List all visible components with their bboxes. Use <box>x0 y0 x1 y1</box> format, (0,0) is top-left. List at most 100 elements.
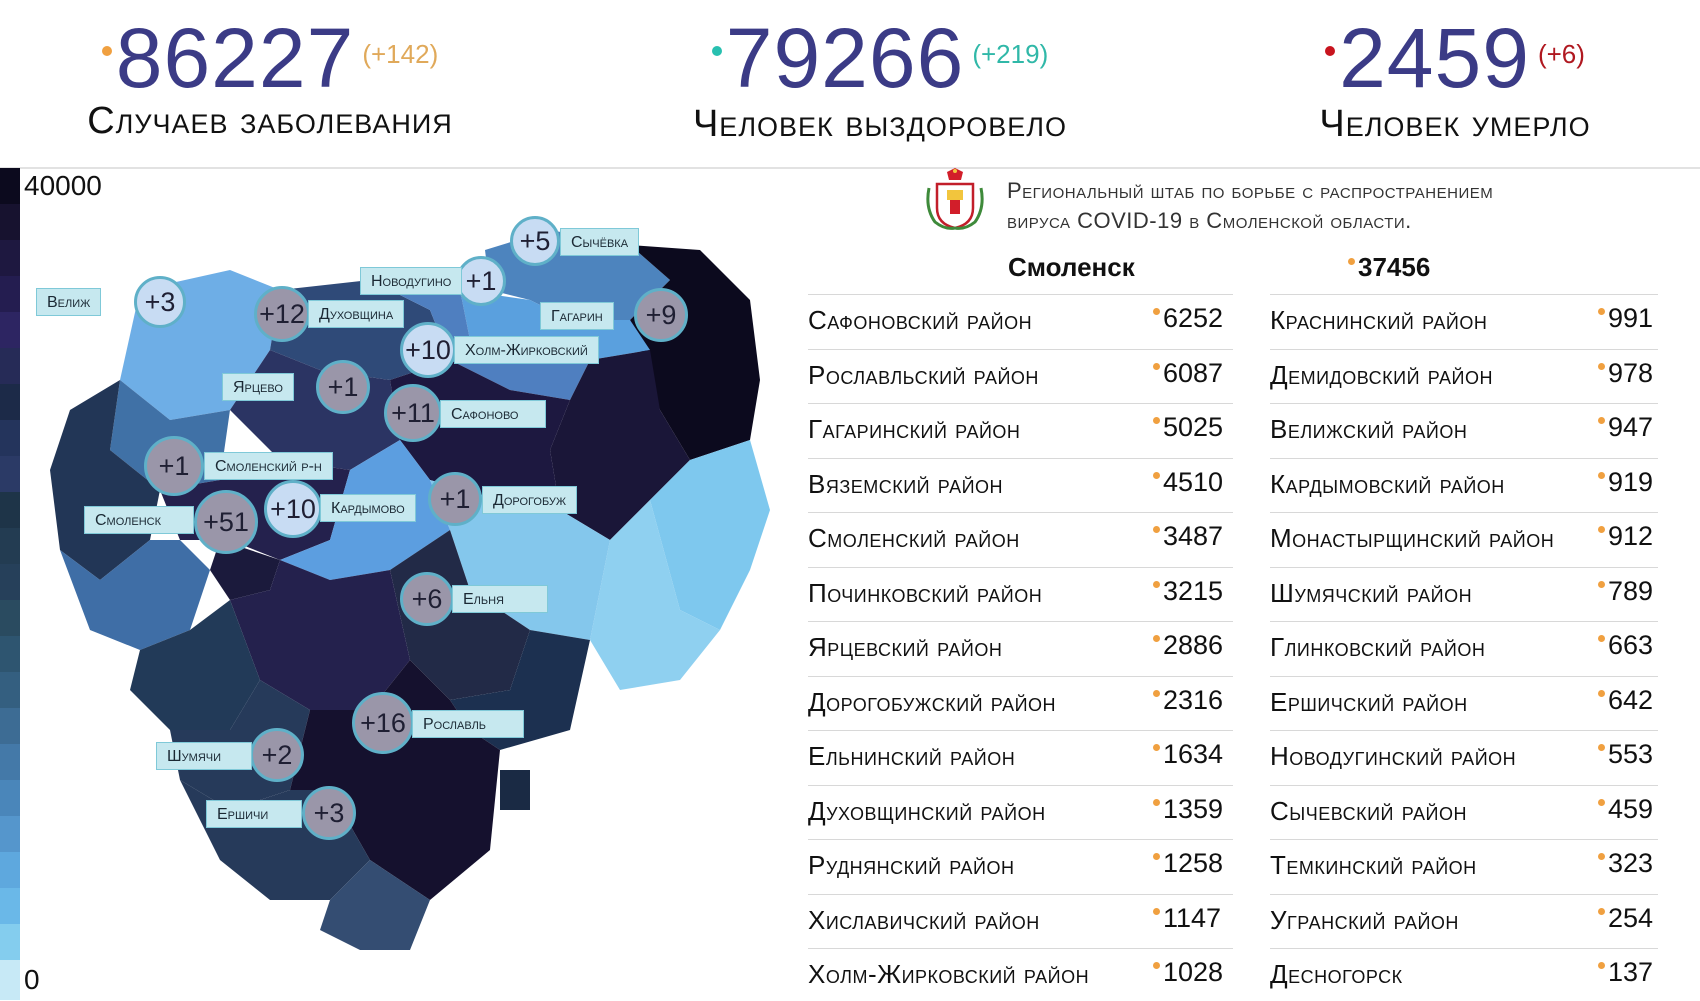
table-row: Десногорск 137 <box>1270 948 1658 1001</box>
district-yershichi <box>320 860 430 950</box>
cases-dot-icon <box>101 45 112 56</box>
district-value-text: 991 <box>1608 303 1654 333</box>
map-bubble-yelnya: +6 <box>400 572 454 626</box>
table-row: Ельнинский район 1634 <box>808 730 1233 783</box>
district-value: 1028 <box>1153 957 1223 988</box>
stat-deaths: 2459 (+6) Человек умерло <box>1240 0 1670 160</box>
district-name: Десногорск <box>1270 959 1403 989</box>
map-bubble-kholm: +10 <box>400 322 456 378</box>
district-value-text: 789 <box>1608 575 1654 606</box>
district-value-text: 4510 <box>1163 466 1224 497</box>
city-value: 37456 <box>1358 252 1431 282</box>
map-bubble-kardymovo: +10 <box>264 480 322 538</box>
bullet-dot-icon <box>1598 308 1605 316</box>
district-value-text: 254 <box>1608 902 1654 933</box>
district-value: 1359 <box>1153 794 1223 825</box>
table-row: Ярцевский район 2886 <box>808 621 1233 674</box>
district-value: 947 <box>1598 412 1653 443</box>
district-value: 2886 <box>1153 630 1223 661</box>
map-bubble-shumyachi: +2 <box>250 728 304 782</box>
recovered-delta: (+219) <box>972 39 1049 69</box>
district-value: 3215 <box>1153 576 1223 607</box>
map-label-kholm: Холм-Жирковский <box>454 336 599 364</box>
district-kholm <box>370 280 590 400</box>
district-value-text: 1634 <box>1163 739 1224 769</box>
district-value: 4510 <box>1153 467 1223 498</box>
district-name: Руднянский район <box>808 850 1015 880</box>
district-value: 323 <box>1598 848 1653 879</box>
map-label-kardymovo: Кардымово <box>320 494 416 522</box>
district-smolensk-city <box>210 540 280 600</box>
map-label-yartsevo: Ярцево <box>222 373 294 401</box>
district-name: Сафоновский район <box>808 305 1033 335</box>
district-name: Угранский район <box>1270 904 1459 935</box>
table-row: Темкинский район 323 <box>1270 839 1658 892</box>
bullet-dot-icon <box>1598 526 1605 534</box>
table-row: Руднянский район 1258 <box>808 839 1233 892</box>
map-label-smolensk: Смоленск <box>84 506 194 534</box>
district-value: 663 <box>1598 630 1653 661</box>
district-value-text: 978 <box>1608 357 1654 388</box>
bullet-dot-icon <box>1153 962 1160 970</box>
map-label-roslavl: Рославль <box>412 710 524 738</box>
district-temkino <box>590 500 720 690</box>
bullet-dot-icon <box>1598 744 1605 752</box>
bullet-dot-icon <box>1598 417 1605 425</box>
district-value: 991 <box>1598 303 1653 334</box>
district-value: 5025 <box>1153 412 1223 443</box>
district-name: Новодугинский район <box>1270 741 1517 771</box>
district-value-text: 1258 <box>1163 848 1224 878</box>
map-label-dukhovshchina: Духовщина <box>308 300 405 328</box>
legend-min: 0 <box>24 964 40 995</box>
table-row: Демидовский район 978 <box>1270 348 1658 402</box>
bullet-dot-icon <box>1598 853 1605 861</box>
district-vyazma <box>550 350 690 540</box>
bullet-dot-icon <box>1153 526 1160 534</box>
map-label-shumyachi: Шумячи <box>156 742 252 770</box>
map-bubble-safonovo: +11 <box>384 384 442 442</box>
bullet-dot-icon <box>1598 798 1605 806</box>
stat-recovered: 79266 (+219) Человек выздоровело <box>600 0 1160 160</box>
table-row: Хиславичский район 1147 <box>808 893 1233 947</box>
district-name: Ершичский район <box>1270 686 1468 717</box>
legend-max: 40000 <box>24 170 102 201</box>
table-row: Смоленский район 3487 <box>808 512 1233 565</box>
district-value-text: 2316 <box>1163 684 1224 715</box>
table-row: Рославльский район 6087 <box>808 348 1233 402</box>
table-row: Кардымовский район 919 <box>1270 457 1658 511</box>
district-monastyrshchina <box>130 600 260 730</box>
bullet-dot-icon <box>1153 907 1160 915</box>
coat-of-arms-icon <box>926 168 984 230</box>
table-row: Угранский район 254 <box>1270 893 1658 947</box>
bullet-dot-icon <box>1153 471 1160 479</box>
map-bubble-yershichi: +3 <box>302 786 356 840</box>
district-value: 1634 <box>1153 739 1223 770</box>
map-bubble-novodugino: +1 <box>456 256 506 306</box>
map-bubble-velizh: +3 <box>134 276 186 328</box>
district-value: 919 <box>1598 467 1653 498</box>
table-row: Починковский район 3215 <box>808 566 1233 620</box>
district-name: Смоленский район <box>808 523 1020 553</box>
district-krasny <box>60 540 210 650</box>
map-bubble-roslavl: +16 <box>352 692 414 754</box>
district-name: Сычевский район <box>1270 795 1467 826</box>
table-row: Вяземский район 4510 <box>808 457 1233 511</box>
district-name: Монастырщинский район <box>1270 523 1555 553</box>
district-value: 1258 <box>1153 848 1223 879</box>
bullet-dot-icon <box>1598 907 1605 915</box>
district-value-text: 3487 <box>1163 521 1224 551</box>
district-value: 912 <box>1598 521 1653 552</box>
bullet-dot-icon <box>1153 580 1160 588</box>
map-bubble-smolensk: +51 <box>194 490 258 554</box>
recovered-dot-icon <box>711 45 722 56</box>
map-bubble-gagarin: +9 <box>634 288 688 342</box>
bullet-dot-icon <box>1598 689 1605 697</box>
hq-title-line2: вируса COVID-19 в Смоленской области. <box>1007 208 1412 233</box>
district-value-text: 6252 <box>1163 303 1224 333</box>
region-map <box>50 230 770 950</box>
district-name: Демидовский район <box>1270 359 1493 390</box>
table-row: Велижский район 947 <box>1270 403 1658 456</box>
district-value-text: 459 <box>1608 793 1654 824</box>
deaths-dot-icon <box>1325 45 1336 56</box>
recovered-caption: Человек выздоровело <box>692 103 1068 145</box>
